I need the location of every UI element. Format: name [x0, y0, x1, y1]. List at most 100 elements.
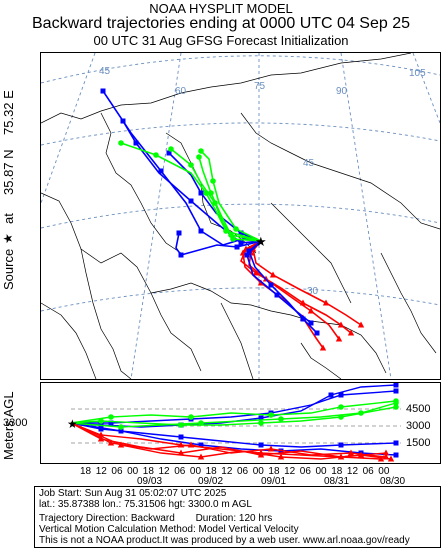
map-traj-red-3-marker: [269, 271, 277, 278]
map-traj-blue-5-marker: [120, 118, 126, 124]
time-tick-label: 18: [205, 466, 217, 477]
map-traj-red-0-marker: [337, 321, 345, 328]
hgt-traj-blue-3-marker: [118, 428, 124, 434]
hgt-traj-green-4-marker: [268, 412, 274, 418]
footer-location: lat.: 35.87388 lon.: 75.31506 hgt: 3300.…: [39, 499, 252, 510]
hgt-traj-green-6-marker: [393, 400, 399, 406]
hgt-traj-red-7-marker: [377, 455, 385, 462]
time-tick-label: 00: [127, 466, 139, 477]
height-svg: ★: [67, 382, 401, 462]
parallel-45: [40, 122, 441, 146]
height-trajectories: [70, 382, 399, 462]
map-traj-red-1-marker: [307, 307, 315, 314]
hgt-traj-red-7-line: [70, 422, 382, 460]
time-tick-label: 18: [331, 466, 343, 477]
title-line-1: NOAA HYSPLIT MODEL: [149, 1, 293, 16]
footer-vertical: Vertical Motion Calculation Method: Mode…: [39, 524, 299, 535]
meridian-90: [340, 52, 392, 380]
map-traj-blue-6-line: [175, 232, 262, 256]
map-traj-green-10-marker: [153, 152, 159, 158]
hgt-traj-blue-3-line: [70, 422, 397, 456]
source-text: Source: [1, 248, 16, 290]
lon-label-60: 60: [175, 86, 187, 97]
source-at: at: [1, 213, 16, 224]
time-tick-label: 00: [315, 466, 327, 477]
map-traj-green-11-line: [198, 156, 262, 242]
map-traj-blue-8-marker: [166, 150, 172, 156]
map-traj-red-3-marker: [357, 321, 365, 328]
source-lon: 75.32 E: [1, 90, 16, 135]
meridian-45: [40, 52, 96, 204]
hgt-traj-blue-0-marker: [258, 415, 264, 421]
meridian-105: [412, 52, 441, 124]
map-traj-red-1-marker: [335, 335, 343, 342]
time-tick-label: 06: [362, 466, 374, 477]
map-traj-blue-7-marker: [246, 248, 252, 254]
hgt-traj-red-8-marker: [347, 449, 355, 456]
lon-label-105: 105: [409, 68, 426, 79]
source-height-label: 3300: [3, 417, 28, 429]
map-traj-blue-6-marker: [234, 244, 240, 250]
map-traj-blue-9-marker: [274, 292, 280, 298]
map-traj-green-10-marker: [118, 140, 124, 146]
map-traj-red-0-marker: [252, 269, 260, 276]
source-star-icon: ★: [1, 233, 15, 244]
map-traj-blue-6-marker: [178, 252, 184, 258]
time-tick-label: 18: [142, 466, 154, 477]
height-gridlines: [71, 408, 401, 444]
map-traj-red-1-line: [248, 240, 340, 340]
time-tick-label: 12: [158, 466, 170, 477]
map-traj-blue-5-marker: [133, 140, 139, 146]
map-traj-red-3-marker: [322, 299, 330, 306]
graticule: [40, 52, 441, 380]
parallel-30: [40, 203, 441, 229]
hgt-traj-red-8-marker: [267, 445, 275, 452]
time-tick-label: 00: [378, 466, 390, 477]
map-traj-blue-6-marker: [176, 230, 182, 236]
hgt-traj-red-8-marker: [187, 441, 195, 448]
hgt-traj-red-10-line: [70, 422, 392, 460]
footer-disclaimer: This is not a NOAA product.It was produc…: [39, 535, 410, 546]
source-star-height-icon: ★: [67, 417, 78, 431]
map-traj-blue-5-line: [122, 120, 262, 244]
date-label: 09/01: [261, 476, 287, 487]
map-traj-green-13-marker: [212, 200, 218, 206]
height-tick-1500: 1500: [406, 437, 431, 449]
footer-job: Job Start: Sun Aug 31 05:02:07 UTC 2025: [39, 488, 227, 499]
time-tick-label: 12: [95, 466, 107, 477]
map-traj-green-12-marker: [198, 148, 204, 154]
hgt-traj-green-6-marker: [278, 416, 284, 422]
hgt-traj-green-4-marker: [108, 414, 114, 420]
hgt-traj-blue-2-marker: [338, 442, 344, 448]
map-traj-green-11-marker: [196, 154, 202, 160]
map-panel: 45 60 75 90 105 45 30 ★: [40, 52, 441, 380]
hgt-traj-blue-0-marker: [393, 382, 399, 388]
footer-direction-row: Trajectory Direction: Backward Duration:…: [39, 513, 440, 524]
hgt-traj-red-10-marker: [357, 451, 365, 458]
source-lat: 35.87 N: [1, 149, 16, 195]
time-tick-label: 12: [346, 466, 359, 477]
map-traj-blue-4-marker: [158, 168, 164, 174]
lon-label-75: 75: [254, 81, 266, 92]
time-tick-label: 06: [299, 466, 311, 477]
hgt-traj-blue-3-marker: [198, 442, 204, 448]
date-label: 09/02: [198, 476, 224, 487]
hgt-traj-green-5-marker: [393, 404, 399, 410]
time-tick-label: 18: [80, 466, 92, 477]
hgt-traj-red-8-marker: [107, 439, 115, 446]
hgt-traj-green-6-line: [70, 402, 397, 428]
height-panel: ★: [40, 382, 441, 464]
hgt-traj-green-4-line: [70, 400, 397, 424]
map-traj-blue-8-marker: [238, 230, 244, 236]
hgt-traj-red-10-marker: [197, 453, 205, 460]
hgt-traj-red-9-marker: [97, 435, 105, 442]
hgt-traj-red-9-marker: [177, 449, 185, 456]
time-tick-label: 06: [237, 466, 249, 477]
map-traj-blue-8-line: [168, 152, 262, 242]
map-traj-blue-4-marker: [198, 228, 204, 234]
hgt-traj-green-5-marker: [178, 422, 184, 428]
time-tick-label: 12: [221, 466, 233, 477]
lat-label-30: 30: [307, 286, 319, 297]
map-traj-red-2-marker: [319, 344, 327, 351]
map-traj-blue-4-marker: [100, 88, 106, 94]
